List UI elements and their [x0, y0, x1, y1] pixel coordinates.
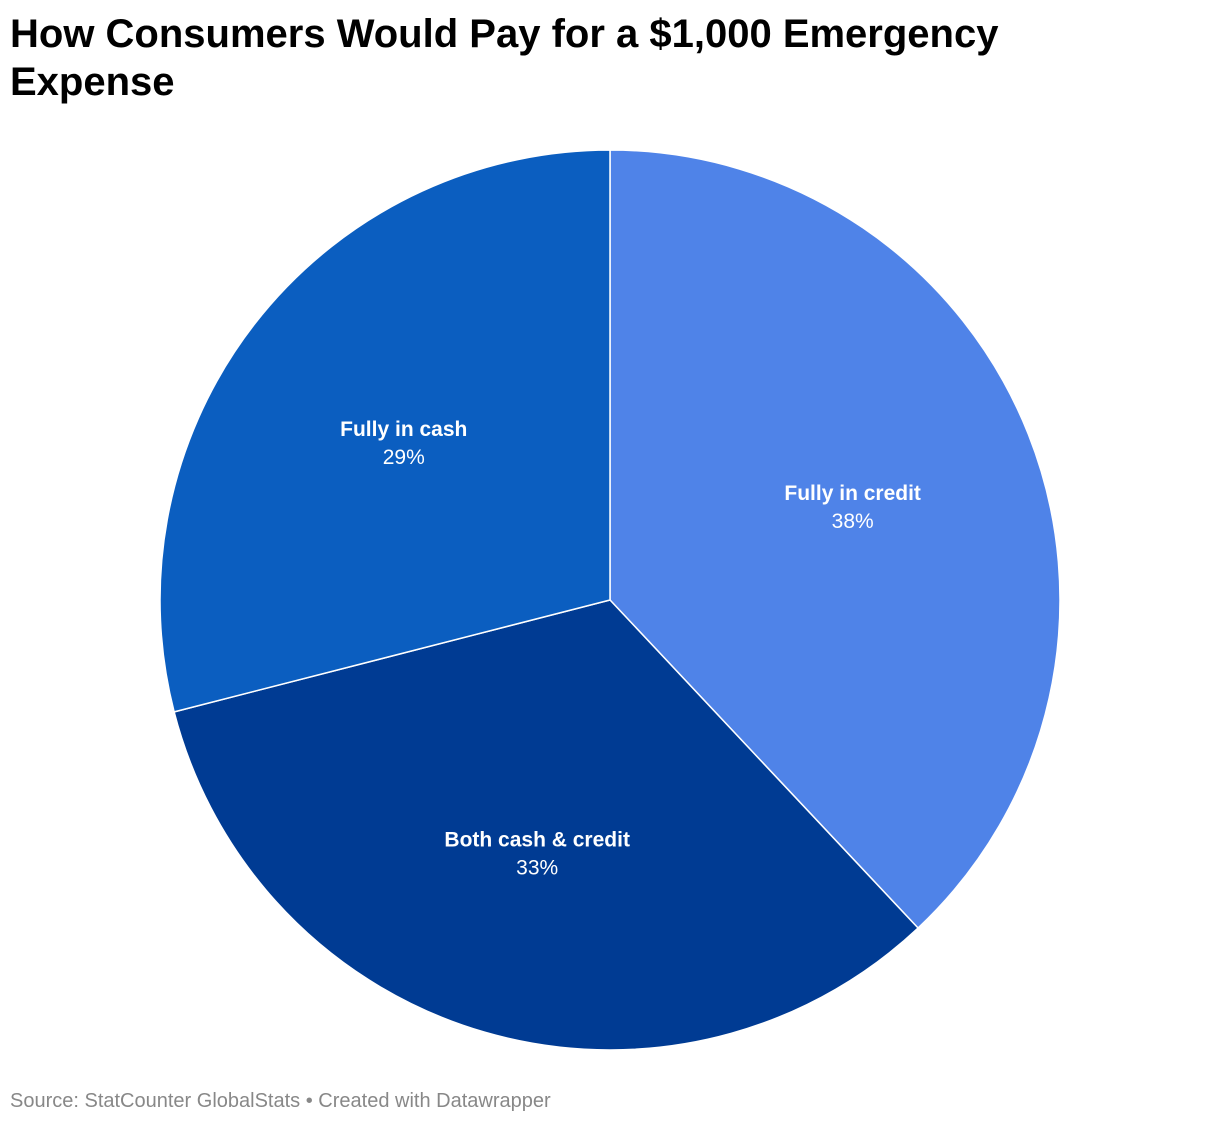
- slice-label-fully-in-credit: Fully in credit: [784, 482, 921, 505]
- slice-value-fully-in-credit: 38%: [832, 510, 874, 533]
- chart-title: How Consumers Would Pay for a $1,000 Eme…: [10, 12, 999, 104]
- chart-footer: Source: StatCounter GlobalStats • Create…: [10, 1090, 551, 1113]
- pie-slice-fully-in-cash: [159, 149, 611, 713]
- pie-slice-fully-in-credit: [609, 149, 1061, 930]
- credit-note: Created with Datawrapper: [318, 1090, 551, 1112]
- source-note: Source: StatCounter GlobalStats: [10, 1090, 301, 1112]
- slice-value-fully-in-cash: 29%: [383, 446, 425, 469]
- slice-label-fully-in-cash: Fully in cash: [340, 418, 467, 441]
- pie-slice-both-cash-credit: [173, 599, 920, 1051]
- slice-label-both-cash-credit: Both cash & credit: [444, 829, 630, 852]
- slice-value-both-cash-credit: 33%: [516, 857, 558, 880]
- footer-separator: •: [305, 1090, 313, 1112]
